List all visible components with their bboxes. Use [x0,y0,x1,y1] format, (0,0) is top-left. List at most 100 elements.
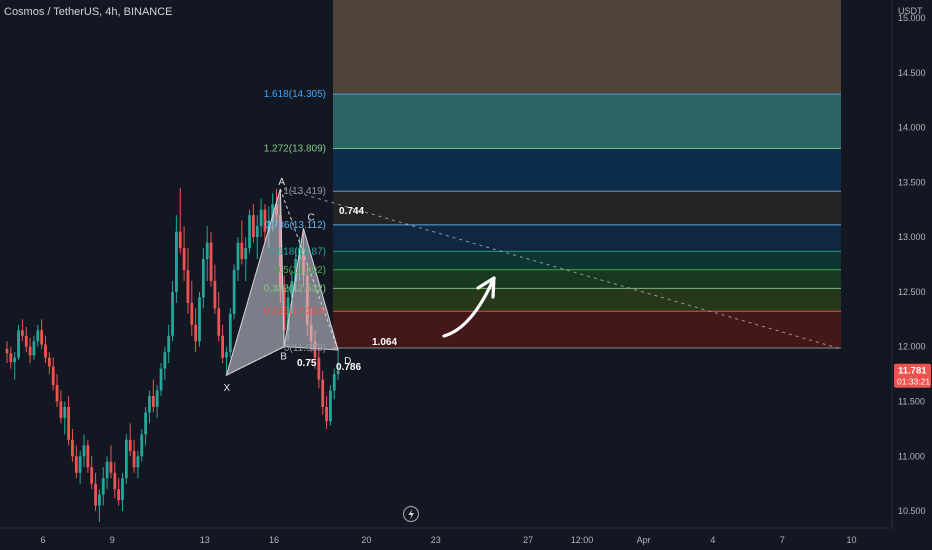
candle-body [5,348,9,354]
candle-body [175,231,178,292]
candle-body [51,366,55,386]
candle [228,308,232,358]
candle-body [286,297,290,331]
pattern-point-d: D [344,356,351,367]
projection-arrow-head[interactable] [476,276,496,299]
candle-body [217,308,221,336]
candle-body [182,248,186,270]
candle [148,390,151,424]
time-axis[interactable]: 6 9 13 16 20 23 27 12:00 Apr 4 7 10 [0,527,892,550]
candle-body [201,259,205,298]
fib-label-0.236: 0.236(12.324) [264,306,326,317]
candle-body [98,494,101,506]
candle [225,346,228,376]
time-tick-label: 16 [269,535,279,545]
candle [198,291,201,347]
candle-body [205,242,209,260]
candle-series [5,187,340,523]
projection-arrow-line[interactable] [442,276,496,338]
fib-label-1.272: 1.272(13.809) [264,143,326,154]
pattern-ratio-label: 0.75 [297,358,317,369]
candle-body [105,461,109,479]
fib-band-0.618 [333,251,841,270]
candle-body [209,242,213,281]
candle-body [9,353,13,363]
candle [144,406,147,446]
candle-body [317,357,321,380]
candle-body [190,302,194,325]
pattern-xb-leg [226,346,285,376]
candle [325,396,328,429]
pattern-bcd-triangle[interactable] [283,228,339,351]
candle-body [47,357,51,367]
candle [259,198,263,238]
candle [47,352,51,375]
candle-body [140,434,144,457]
candle-body [332,374,336,391]
candle-body [213,280,217,309]
time-tick-label: 4 [710,535,715,545]
candle [151,379,155,413]
candle [317,346,321,389]
drawing-overlay[interactable] [284,188,842,523]
fib-band-0.786 [333,224,841,252]
candle-body [194,324,198,342]
fib-band-top [333,0,841,95]
candle-body [240,242,244,260]
fib-bands [333,0,841,349]
candle-body [17,330,20,358]
lightning-icon-bolt [408,509,414,520]
candle [194,308,198,353]
price-tick-label: 12.500 [898,287,926,297]
time-tick-label: 13 [200,535,210,545]
fib-band-0.5 [333,269,841,289]
fib-label-0.786: 0.786(13.112) [264,220,326,231]
candle [252,204,255,243]
candle [132,439,136,473]
candle-body [267,220,271,232]
fib-band-0.236 [333,311,841,349]
candle [217,291,221,342]
dashed-trendline[interactable] [284,188,842,350]
price-tick-label: 13.000 [898,232,926,242]
candle [28,337,32,364]
fib-band-0.382 [333,288,841,312]
candle [163,346,167,380]
candle [9,346,13,369]
candle-body [121,478,124,501]
candle [209,231,213,287]
candle-body [294,259,298,281]
price-axis-unit: USDT [898,6,923,16]
current-price-value: 11.781 [898,366,927,377]
time-tick-label: 12:00 [571,535,594,545]
candle-body [282,286,286,331]
candle-body [63,406,67,418]
candle-body [244,248,248,260]
candle [221,324,224,364]
candle-body [24,335,28,347]
candle-body [325,406,328,422]
candle [332,368,336,400]
time-tick-label: Apr [637,535,651,545]
candle-body [159,368,163,391]
candle-body [329,390,332,422]
price-tick-label: 11.000 [898,451,925,461]
pattern-ratio-label: 1.064 [372,337,397,348]
time-tick-label: 7 [780,535,785,545]
candle-body [144,412,147,435]
candle-body [198,297,201,342]
current-price-badge[interactable] [894,363,931,388]
pattern-point-c: C [307,212,314,223]
harmonic-pattern[interactable]: X A B C D 0.744 0.75 0.786 1.064 [223,177,397,394]
pattern-ratio-label: 0.744 [339,206,364,217]
fib-label-0.618: 0.618(12.87) [269,246,326,257]
candle [213,264,217,314]
lightning-icon[interactable] [402,505,420,523]
candle [5,341,9,364]
candle-body [321,379,325,407]
fib-label-0.5: 0.5(12.702) [275,265,326,276]
candle-body [86,445,90,468]
